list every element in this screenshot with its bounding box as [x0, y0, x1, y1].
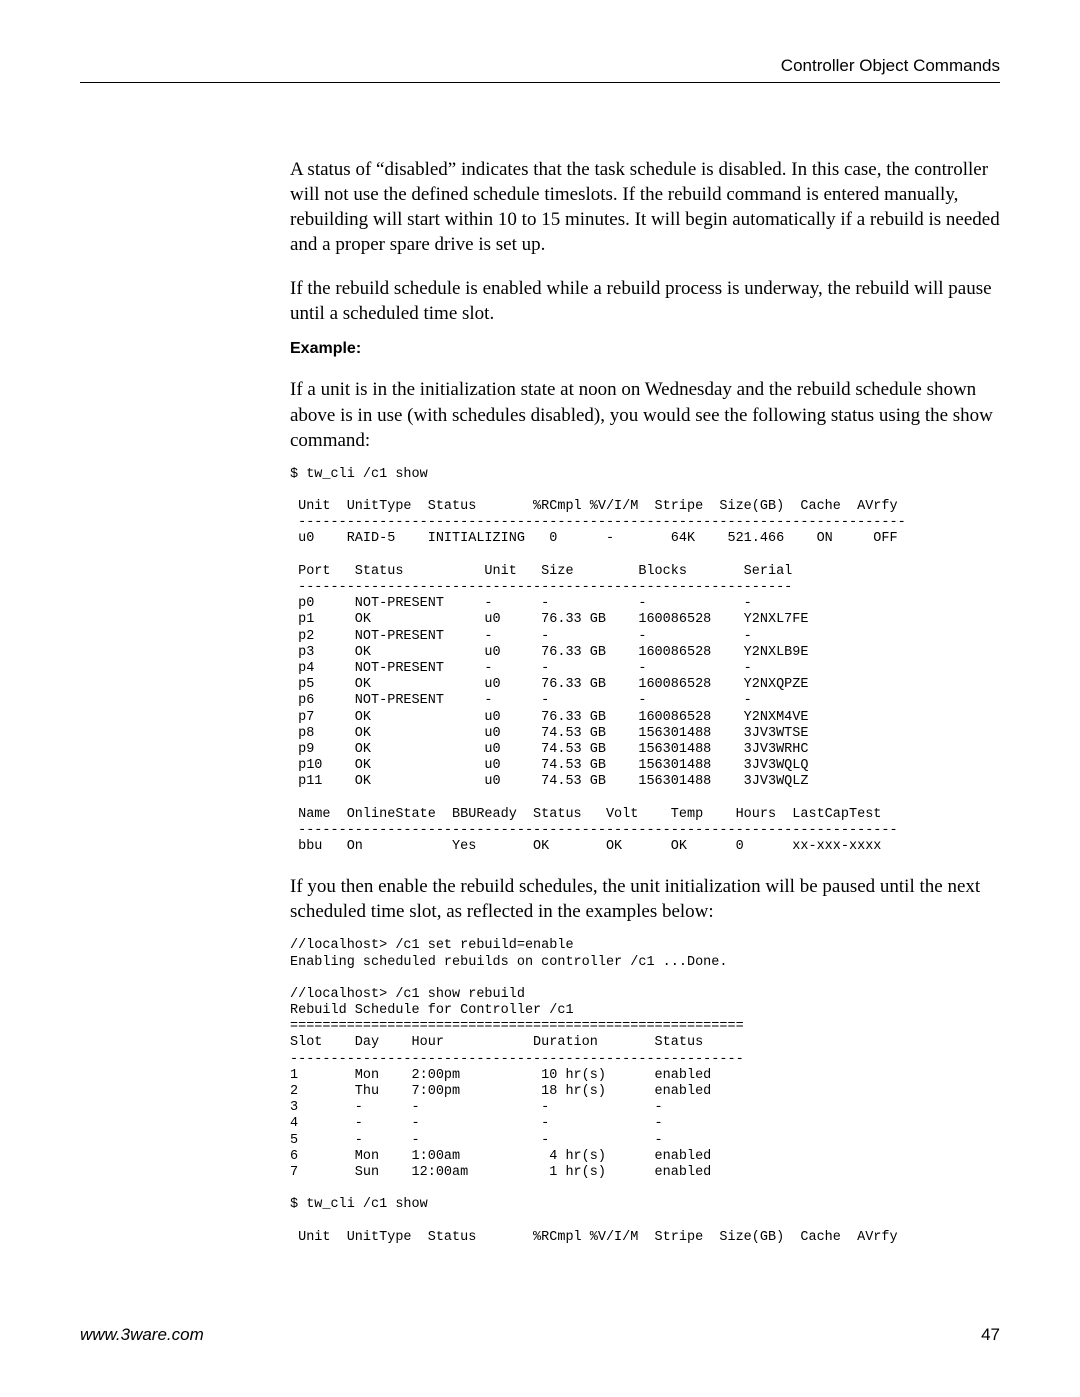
paragraph-example-intro: If a unit is in the initialization state… — [290, 377, 1000, 452]
footer-page-number: 47 — [981, 1325, 1000, 1345]
paragraph-enable-schedules: If you then enable the rebuild schedules… — [290, 874, 1000, 924]
paragraph-rebuild-schedule: If the rebuild schedule is enabled while… — [290, 276, 1000, 326]
example-heading: Example: — [290, 340, 1000, 358]
paragraph-intro: A status of “disabled” indicates that th… — [290, 157, 1000, 257]
footer-url: www.3ware.com — [80, 1325, 204, 1345]
header-title: Controller Object Commands — [781, 56, 1000, 75]
page-content: A status of “disabled” indicates that th… — [290, 138, 1000, 1260]
page-header: Controller Object Commands — [781, 56, 1000, 76]
code-block-rebuild-schedule: //localhost> /c1 set rebuild=enable Enab… — [290, 938, 1000, 1246]
page-footer: www.3ware.com 47 — [80, 1325, 1000, 1345]
code-block-show-output: $ tw_cli /c1 show Unit UnitType Status %… — [290, 467, 1000, 856]
header-rule — [80, 82, 1000, 83]
